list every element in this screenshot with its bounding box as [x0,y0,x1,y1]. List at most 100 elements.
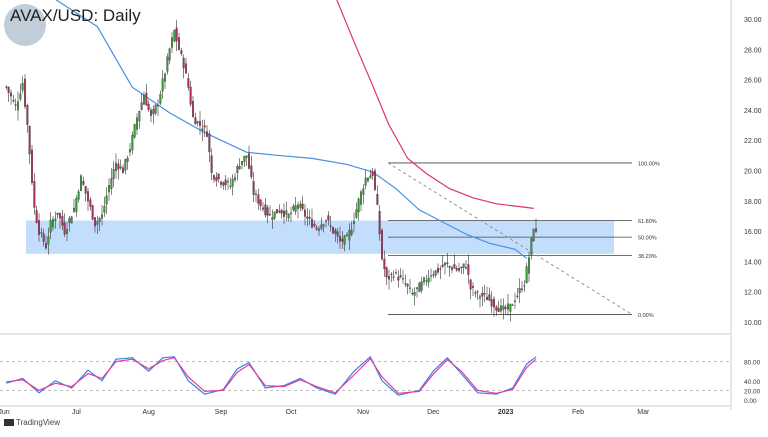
candle-body [49,219,52,233]
candle-body [327,215,330,221]
candle-body [115,162,117,172]
candle-body [227,181,229,183]
candle-body [285,210,288,215]
candle-body [264,204,267,216]
brand-logo-icon [4,4,46,46]
candle-body [427,277,430,283]
candle-body [504,307,507,309]
candle-body [236,166,239,173]
candle-body [432,274,435,276]
candle-body [343,235,346,245]
candle-body [420,281,423,291]
candle-body [430,275,432,277]
candle-body [390,273,393,276]
candle-body [532,229,535,242]
candle-body [26,104,29,125]
candle-body [362,188,365,195]
candle-body [360,191,362,205]
candle-body [486,296,488,301]
candle-body [229,185,232,187]
candle-body [322,224,325,227]
price-tick-label: 28.00 [744,47,762,54]
oscillator-tick-label: 80.00 [744,360,761,367]
candle-body [507,303,509,310]
candle-body [133,124,136,138]
candle-body [248,153,250,169]
candle-body [252,181,255,195]
candle-body [145,92,148,106]
candle-body [332,227,334,234]
candle-body [346,234,348,237]
candle-body [87,191,89,202]
candle-body [411,293,414,295]
price-tick-label: 24.00 [744,108,762,115]
candle-body [465,267,467,269]
candle-body [448,266,451,268]
fib-level-label: 50.00% [638,236,657,242]
candle-body [525,266,528,284]
candle-body [152,109,155,115]
price-tick-label: 12.00 [744,290,762,297]
fib-level-label: 0.00% [638,313,654,319]
candle-body [460,267,463,269]
candle-body [150,109,152,116]
candle-body [287,214,290,219]
candle-body [308,216,311,219]
candle-body [215,177,218,182]
candle-body [399,275,402,278]
candle-body [182,57,185,69]
ma-slow-line [336,0,534,209]
candle-body [425,280,428,282]
candle-body [180,50,183,54]
candle-body [140,102,143,110]
candle-body [119,166,122,169]
candle-body [374,170,376,190]
candle-body [224,179,227,186]
candle-body [213,175,215,180]
candle-body [416,287,418,289]
candle-body [73,207,75,212]
candle-body [406,284,409,287]
candle-body [490,299,493,307]
candle-body [371,171,374,176]
candle-body [117,163,120,170]
candle-body [108,185,110,193]
candle-body [409,287,411,289]
candle-body [528,257,530,274]
fib-level-label: 38.20% [638,254,657,260]
candle-body [388,276,390,280]
candle-body [325,220,327,222]
candle-body [446,262,449,265]
candle-body [294,205,297,212]
candle-body [157,105,159,107]
candle-body [462,263,465,268]
candle-body [434,270,437,276]
candle-body [178,37,180,50]
candle-body [269,214,271,216]
candle-body [530,238,533,255]
time-tick-label: Dec [427,409,440,416]
candle-body [199,121,201,126]
candle-body [210,155,213,173]
candle-body [206,131,208,137]
candle-body [313,223,316,227]
candle-body [306,216,309,219]
candle-body [495,306,498,311]
time-tick-label: Jul [72,409,81,416]
candle-body [299,203,302,208]
candle-body [185,63,187,74]
tradingview-brand: TradingView [4,418,60,427]
candle-body [173,30,176,42]
candle-body [238,166,241,170]
chart-title: AVAX/USD: Daily [10,6,141,25]
price-tick-label: 16.00 [744,229,762,236]
oscillator-tick-label: 20.00 [744,388,761,395]
candle-body [17,101,19,111]
candle-body [96,221,99,225]
candle-body [329,225,332,227]
candle-body [84,186,87,194]
candle-body [392,276,395,278]
candle-body [250,165,253,177]
price-tick-label: 14.00 [744,259,762,266]
candle-body [514,300,516,302]
